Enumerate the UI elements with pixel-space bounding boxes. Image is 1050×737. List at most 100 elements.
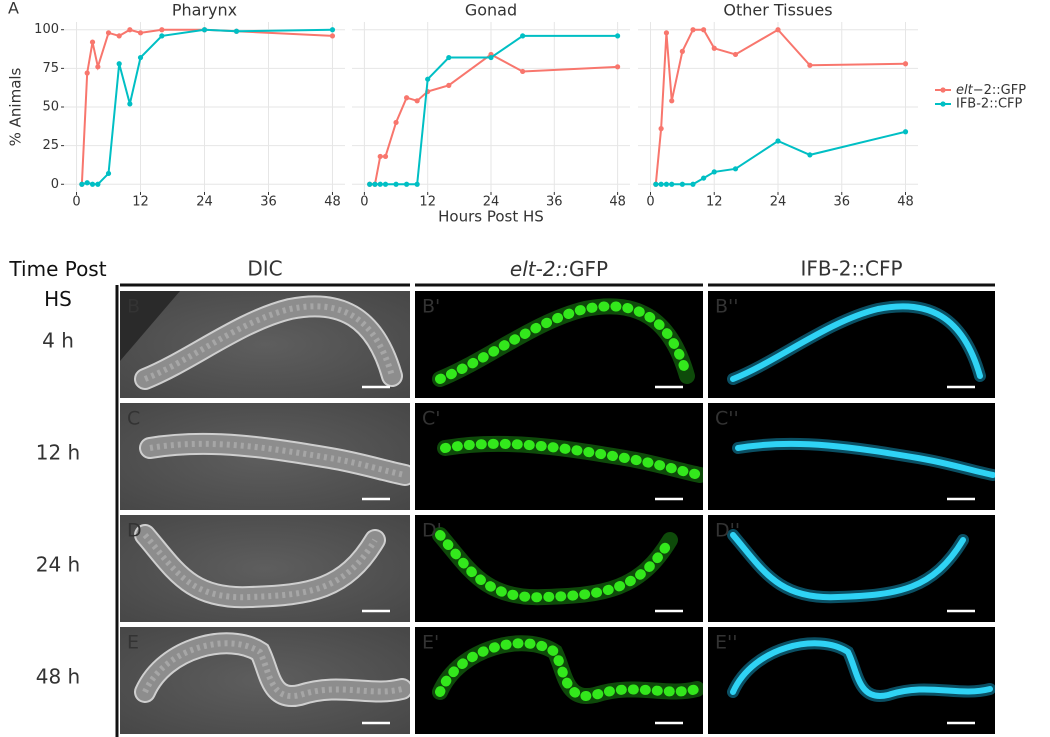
x-axis-label: Hours Post HS: [438, 208, 544, 226]
x-tick-label: 36: [546, 195, 563, 210]
worm-gut: [142, 533, 378, 601]
data-point: [446, 82, 452, 88]
cfp-signal: [730, 640, 993, 700]
data-point: [425, 76, 431, 82]
cfp-signal: [730, 532, 966, 601]
x-tick-label: 24: [196, 195, 213, 210]
panel-label: B': [422, 296, 440, 318]
series-line: [369, 34, 618, 186]
data-point: [377, 181, 383, 187]
data-point: [79, 181, 85, 187]
data-point: [690, 27, 696, 33]
panel-label: C: [127, 408, 140, 430]
facet-title: Pharynx: [172, 1, 237, 20]
x-tick-label: 0: [646, 195, 654, 210]
data-point: [690, 181, 696, 187]
micrograph: C': [415, 403, 703, 510]
data-point: [127, 27, 133, 33]
data-point: [233, 28, 240, 34]
x-tick-label: 12: [419, 195, 436, 210]
micrograph: E'': [708, 627, 995, 734]
micrograph: B: [120, 291, 410, 398]
x-tick-label: 24: [483, 195, 500, 210]
data-point: [329, 33, 336, 39]
data-point: [615, 64, 621, 70]
data-point: [775, 27, 781, 33]
micrograph-content: [415, 627, 703, 734]
data-point: [393, 119, 399, 126]
micrograph: D: [120, 515, 410, 622]
x-tick-label: 36: [260, 195, 277, 210]
micrograph: B': [415, 291, 703, 398]
panel-label: A: [8, 0, 19, 18]
data-point: [669, 181, 675, 187]
x-tick-label: 24: [770, 195, 787, 210]
data-point: [488, 54, 494, 61]
micrograph: E': [415, 627, 703, 734]
data-point: [414, 98, 420, 104]
data-point: [732, 51, 739, 58]
panel-label: E'': [715, 632, 737, 654]
column-header: elt-2::GFP: [510, 257, 608, 281]
micrograph-content: [415, 403, 703, 510]
cfp-signal: [735, 440, 995, 478]
data-point: [653, 181, 659, 187]
data-point: [615, 33, 621, 39]
data-point: [658, 126, 664, 132]
data-point: [520, 33, 526, 39]
data-point: [137, 54, 144, 61]
data-point: [377, 153, 383, 160]
data-point: [84, 70, 90, 76]
panel-label: D'': [715, 520, 740, 542]
data-point: [414, 181, 420, 187]
series-line: [655, 130, 906, 186]
y-tick-label: 75: [42, 61, 59, 76]
data-point: [663, 181, 670, 187]
legend-label: elt−2::GFP: [956, 83, 1026, 98]
gfp-nuclei: [435, 530, 675, 603]
gfp-nuclei: [440, 438, 703, 480]
x-tick-label: 48: [609, 195, 626, 210]
micrograph-content: [415, 515, 703, 622]
row-time-label: 24 h: [36, 553, 80, 577]
x-tick-label: 12: [706, 195, 723, 210]
data-point: [201, 27, 208, 33]
panel-label: D': [422, 520, 442, 542]
data-point: [663, 30, 670, 36]
panel-label: B'': [715, 296, 738, 318]
y-tick-label: 50: [42, 100, 59, 115]
fluor-background: [415, 291, 703, 398]
data-point: [902, 129, 909, 135]
micrograph-content: [708, 515, 995, 622]
micrograph: B'': [708, 291, 995, 398]
y-axis-label: % Animals: [7, 67, 25, 146]
data-point: [127, 101, 133, 107]
column-header: IFB-2::CFP: [800, 257, 902, 281]
series-line: [369, 53, 618, 186]
micrograph-content: [120, 403, 410, 510]
data-point: [382, 181, 389, 187]
y-tick-label: 25: [42, 138, 59, 153]
micrograph-content: [708, 291, 995, 398]
micrograph: E: [120, 627, 410, 734]
micrograph: C'': [708, 403, 995, 510]
data-point: [446, 54, 452, 61]
data-point: [105, 170, 112, 177]
data-point: [367, 181, 373, 187]
data-point: [807, 62, 813, 68]
data-point: [669, 98, 675, 104]
x-tick-label: 0: [360, 195, 368, 210]
x-tick-label: 12: [132, 195, 149, 210]
dic-edge: [120, 291, 180, 361]
micrograph-content: [708, 403, 995, 510]
cfp-signal: [730, 303, 983, 382]
data-point: [732, 166, 739, 172]
micrograph-content: [120, 291, 410, 398]
data-point: [393, 181, 399, 187]
x-tick-label: 0: [72, 195, 80, 210]
micrograph: D'': [708, 515, 995, 622]
data-point: [520, 68, 526, 75]
y-tick-label: 100: [34, 22, 59, 37]
